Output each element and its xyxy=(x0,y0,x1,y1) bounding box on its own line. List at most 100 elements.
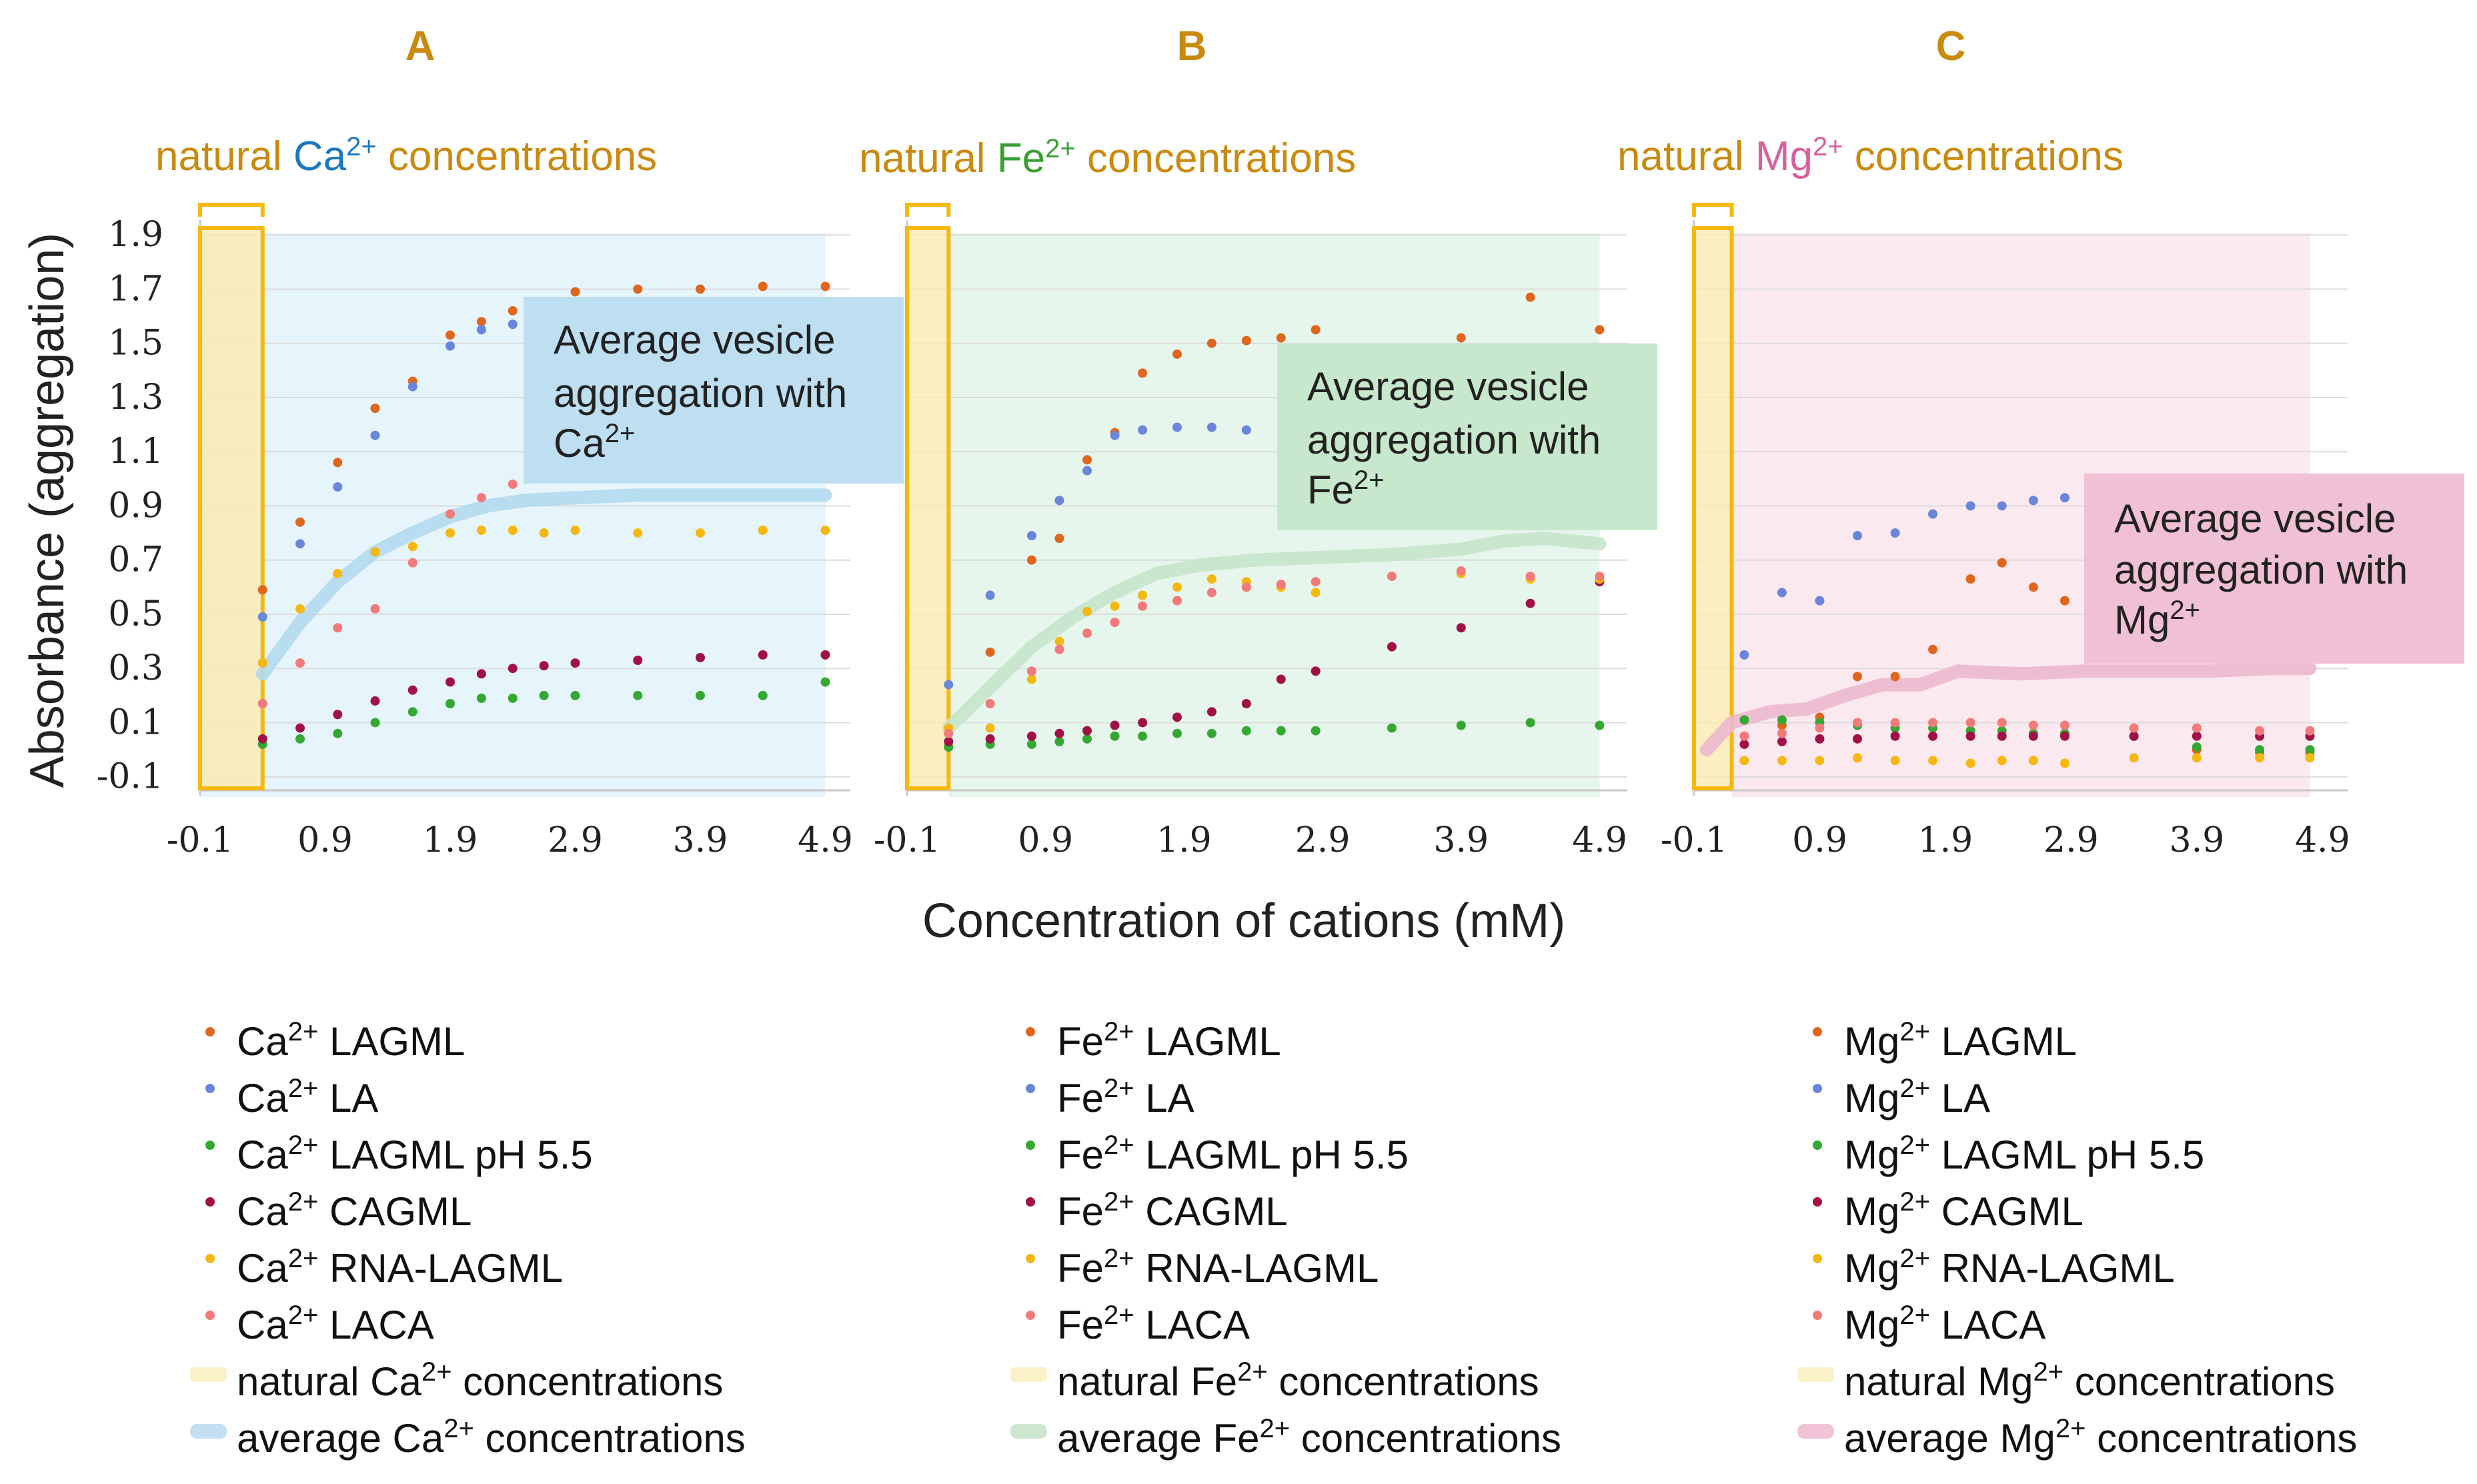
natural-range-box xyxy=(198,226,265,790)
legend-Fe: Fe2+ LAGML Fe2+ LA Fe2+ LAGML pH 5.5 Fe2+ C… xyxy=(1010,1017,1561,1461)
legend-label: Mg2+ LACA xyxy=(1844,1301,2045,1347)
point-RNA-LAGML xyxy=(1739,756,1749,766)
point-RNA-LAGML xyxy=(333,569,343,578)
natural-title-B: natural Fe2+ concentrations xyxy=(859,134,1356,181)
annotation-box-C xyxy=(2084,474,2464,664)
point-RNA-LAGML xyxy=(758,526,768,535)
point-RNA-LAGML xyxy=(633,528,643,538)
point-LACA xyxy=(1525,572,1535,582)
point-LAGML xyxy=(570,287,580,297)
point-LACA xyxy=(446,509,455,519)
point-LA xyxy=(407,382,418,392)
natural-range-box xyxy=(905,226,951,790)
natural-title-A: natural Ca2+ concentrations xyxy=(155,132,657,179)
point-LAGML-pH-5-5 xyxy=(2255,745,2265,755)
point-LAGML-pH-5-5 xyxy=(1311,726,1321,736)
point-RNA-LAGML xyxy=(696,528,705,538)
point-RNA-LAGML xyxy=(1138,590,1148,600)
legend-average-swatch xyxy=(1797,1424,1834,1439)
legend-natural-swatch xyxy=(190,1367,227,1382)
point-LACA xyxy=(333,623,343,633)
point-LAGML-pH-5-5 xyxy=(1172,728,1182,738)
point-CAGML xyxy=(570,658,580,668)
point-LA xyxy=(1928,509,1938,519)
legend-natural-swatch xyxy=(1010,1367,1047,1382)
point-LAGML-pH-5-5 xyxy=(446,699,455,708)
annotation-line1: Average vesicle xyxy=(2114,496,2396,541)
point-RNA-LAGML xyxy=(1082,606,1092,616)
legend-marker xyxy=(1813,1027,1822,1036)
legend-label: Mg2+ RNA-LAGML xyxy=(1844,1244,2175,1291)
x-tick-label: 4.9 xyxy=(1572,820,1627,860)
point-LACA xyxy=(1456,566,1466,576)
point-LAGML xyxy=(1026,555,1036,565)
point-RNA-LAGML xyxy=(257,658,267,668)
point-RNA-LAGML xyxy=(446,528,455,538)
y-tick-label: -0.1 xyxy=(97,757,163,797)
legend-marker xyxy=(1813,1311,1822,1320)
point-LA xyxy=(1206,422,1216,432)
x-tick-label: 0.9 xyxy=(297,820,353,860)
point-LAGML xyxy=(333,458,343,468)
point-LAGML-pH-5-5 xyxy=(1206,728,1216,738)
point-LAGML xyxy=(1276,333,1286,343)
point-LAGML xyxy=(370,404,380,414)
legend-label: Mg2+ LAGML pH 5.5 xyxy=(1844,1131,2204,1177)
legend-label: Mg2+ LAGML xyxy=(1844,1017,2077,1064)
point-RNA-LAGML xyxy=(508,526,518,535)
point-RNA-LAGML xyxy=(1311,588,1321,598)
point-LAGML xyxy=(1997,558,2007,568)
legend-Mg: Mg2+ LAGML Mg2+ LA Mg2+ LAGML pH 5.5 Mg2+ C… xyxy=(1797,1017,2357,1461)
point-CAGML xyxy=(407,685,418,695)
point-CAGML xyxy=(333,710,343,720)
point-RNA-LAGML xyxy=(1206,574,1216,584)
point-LACA xyxy=(508,479,518,489)
point-LACA xyxy=(1777,728,1787,738)
point-LAGML xyxy=(1456,333,1466,343)
annotation-box-B xyxy=(1277,343,1657,530)
point-CAGML xyxy=(1815,734,1825,744)
x-tick-label: -0.1 xyxy=(167,820,233,860)
point-CAGML xyxy=(1997,731,2007,741)
x-tick-label: 1.9 xyxy=(1918,820,1973,860)
natural-range-box xyxy=(1692,226,1734,790)
point-LA xyxy=(1853,531,1862,541)
point-LACA xyxy=(1241,582,1251,592)
legend-label: Fe2+ LA xyxy=(1057,1074,1194,1121)
point-LAGML-pH-5-5 xyxy=(820,677,830,687)
point-RNA-LAGML xyxy=(2192,753,2202,763)
legend-natural-label: natural Fe2+ concentrations xyxy=(1057,1357,1539,1404)
point-LA xyxy=(257,612,267,622)
point-LAGML xyxy=(2059,596,2070,606)
point-LAGML-pH-5-5 xyxy=(1026,739,1036,749)
y-tick-label: 1.3 xyxy=(108,378,163,418)
point-RNA-LAGML xyxy=(407,542,418,552)
annotation-line3: Fe2+ xyxy=(1307,466,1385,512)
x-tick-label: 2.9 xyxy=(548,820,603,860)
x-tick-label: 0.9 xyxy=(1792,820,1847,860)
point-LACA xyxy=(1082,628,1092,638)
point-CAGML xyxy=(1387,642,1397,652)
panel-letter-C: C xyxy=(1936,23,1966,69)
natural-range-bracket xyxy=(198,203,265,217)
x-tick-label: 4.9 xyxy=(2295,820,2350,860)
legend-label: Fe2+ LACA xyxy=(1057,1301,1250,1347)
point-LACA xyxy=(1997,718,2007,728)
point-RNA-LAGML xyxy=(2305,753,2315,763)
point-LAGML-pH-5-5 xyxy=(1082,734,1092,744)
point-LACA xyxy=(1853,718,1862,728)
point-LAGML-pH-5-5 xyxy=(2305,745,2315,755)
point-CAGML xyxy=(1110,720,1120,730)
y-tick-label: 1.1 xyxy=(108,432,163,472)
x-tick-label: 2.9 xyxy=(2043,820,2099,860)
legend-label: Fe2+ LAGML xyxy=(1057,1017,1281,1064)
point-LAGML xyxy=(1241,335,1251,345)
point-LAGML-pH-5-5 xyxy=(508,693,518,703)
point-LA xyxy=(1054,496,1064,506)
point-LACA xyxy=(985,699,995,708)
point-CAGML xyxy=(1739,739,1749,749)
point-RNA-LAGML xyxy=(1026,674,1036,684)
